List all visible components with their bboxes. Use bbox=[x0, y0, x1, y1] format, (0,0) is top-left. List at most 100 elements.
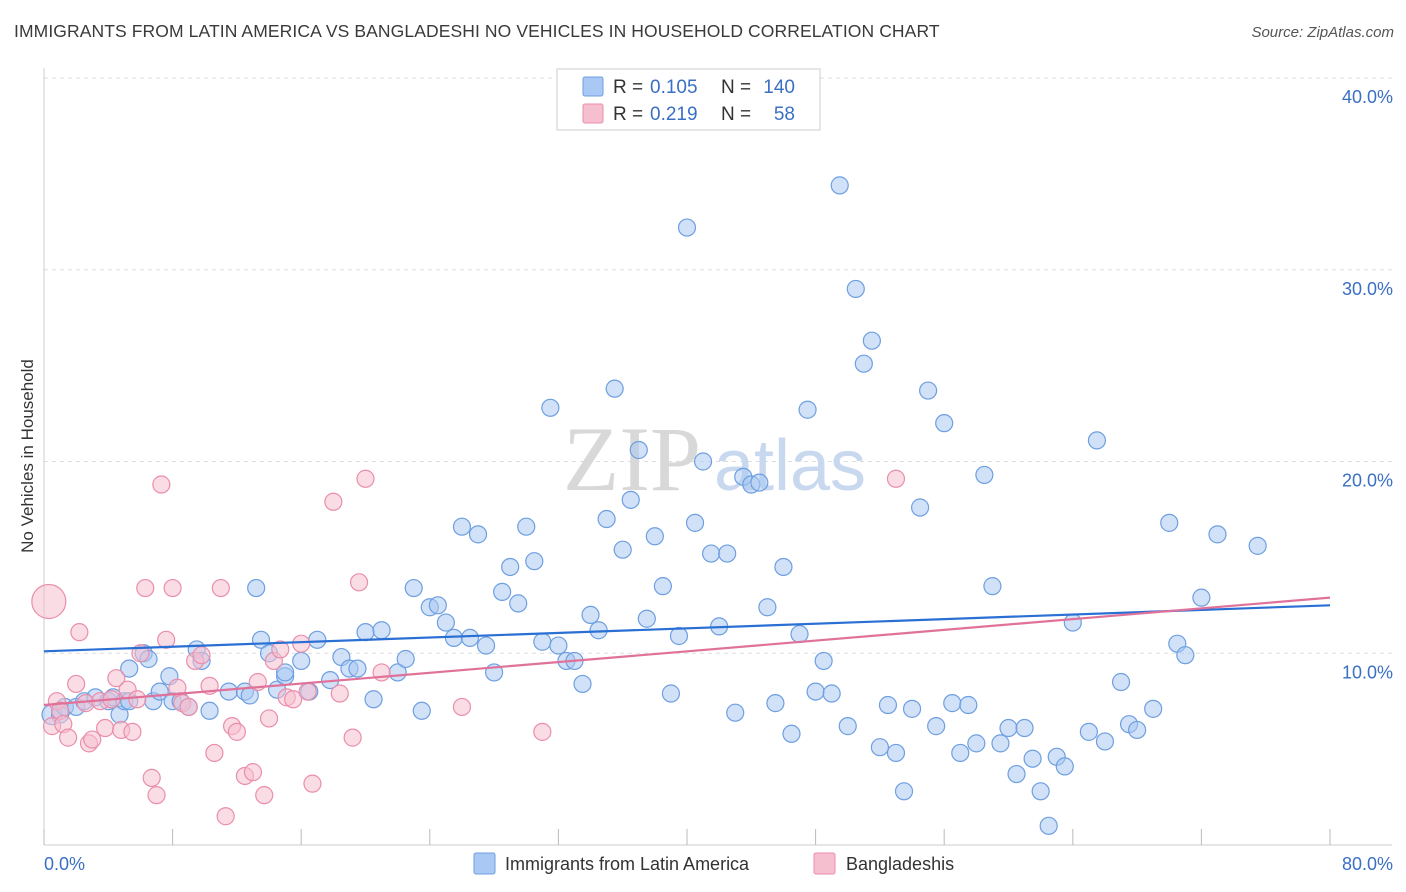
scatter-point bbox=[685, 513, 705, 532]
x-tick-label: 80.0% bbox=[1342, 854, 1393, 874]
scatter-point bbox=[581, 605, 600, 625]
scatter-point bbox=[460, 628, 480, 648]
scatter-point bbox=[854, 354, 873, 373]
scatter-point bbox=[1063, 613, 1082, 632]
series-latin-america-points bbox=[41, 176, 1267, 835]
scatter-point bbox=[573, 674, 592, 694]
y-tick-label: 30.0% bbox=[1342, 279, 1393, 299]
scatter-point bbox=[702, 544, 721, 563]
scatter-point bbox=[349, 573, 369, 592]
x-tick-label: 0.0% bbox=[44, 854, 85, 874]
scatter-point bbox=[292, 651, 311, 671]
series-legend-swatch-blue bbox=[473, 852, 496, 875]
scatter-point bbox=[179, 697, 198, 717]
legend-r-label: R = bbox=[613, 77, 643, 98]
scatter-point bbox=[726, 703, 745, 722]
watermark-atlas: atlas bbox=[714, 426, 866, 506]
scatter-point bbox=[774, 557, 793, 577]
legend-n-value: 140 bbox=[763, 77, 795, 98]
scatter-point bbox=[205, 743, 224, 763]
y-tick-label: 10.0% bbox=[1342, 662, 1393, 682]
scatter-point bbox=[951, 743, 970, 763]
trend-line-latin-america bbox=[43, 604, 1331, 653]
legend-n-label: N = bbox=[721, 104, 751, 125]
scatter-point bbox=[806, 682, 825, 701]
scatter-point bbox=[136, 578, 155, 598]
scatter-point bbox=[31, 583, 67, 620]
scatter-point bbox=[621, 490, 640, 509]
scatter-point bbox=[814, 651, 833, 671]
scatter-point bbox=[886, 469, 906, 488]
scatter-point bbox=[59, 728, 78, 747]
y-tick-label: 20.0% bbox=[1342, 471, 1393, 491]
scatter-point bbox=[693, 452, 713, 471]
scatter-point bbox=[967, 734, 986, 753]
scatter-point bbox=[227, 722, 246, 741]
series-legend-label: Immigrants from Latin America bbox=[505, 854, 750, 874]
scatter-point bbox=[838, 717, 857, 736]
scatter-point bbox=[476, 636, 496, 655]
scatter-point bbox=[629, 440, 648, 460]
x-tick-labels: 0.0% 80.0% bbox=[44, 854, 1393, 874]
scatter-point bbox=[219, 682, 238, 701]
scatter-point bbox=[271, 640, 290, 659]
scatter-point bbox=[1144, 699, 1163, 718]
scatter-point bbox=[533, 722, 552, 741]
scatter-point bbox=[975, 465, 994, 485]
scatter-point bbox=[292, 634, 311, 653]
scatter-point bbox=[597, 509, 616, 529]
scatter-point bbox=[1087, 431, 1107, 450]
scatter-point bbox=[372, 621, 391, 640]
scatter-point bbox=[822, 684, 841, 703]
scatter-point bbox=[259, 709, 279, 728]
scatter-point bbox=[501, 557, 520, 577]
scatter-point bbox=[1192, 588, 1211, 607]
watermark: ZIP atlas bbox=[563, 408, 866, 510]
scatter-point bbox=[1176, 646, 1195, 665]
scatter-point bbox=[1248, 536, 1267, 555]
trend-line-bangladeshi bbox=[43, 596, 1331, 707]
scatter-point bbox=[541, 398, 560, 417]
scatter-point bbox=[1015, 718, 1034, 738]
scatter-point bbox=[886, 743, 906, 763]
legend-r-value: 0.105 bbox=[650, 77, 698, 98]
scatter-point bbox=[637, 609, 656, 628]
scatter-point bbox=[919, 381, 938, 400]
scatter-point bbox=[1127, 720, 1147, 740]
scatter-point bbox=[862, 331, 881, 350]
scatter-point bbox=[605, 379, 624, 398]
scatter-point bbox=[255, 786, 274, 805]
scatter-point bbox=[452, 697, 472, 717]
scatter-point bbox=[1039, 816, 1058, 835]
scatter-point bbox=[870, 738, 890, 757]
scatter-point bbox=[276, 663, 295, 682]
scatter-point bbox=[364, 690, 383, 709]
scatter-point bbox=[157, 630, 176, 649]
scatter-point bbox=[452, 517, 472, 536]
legend-n-label: N = bbox=[721, 77, 751, 98]
scatter-point bbox=[782, 724, 801, 743]
scatter-point bbox=[1111, 672, 1131, 692]
scatter-point bbox=[107, 669, 126, 688]
scatter-point bbox=[613, 540, 632, 559]
scatter-point bbox=[645, 527, 664, 546]
y-tick-labels: 10.0% 20.0% 30.0% 40.0% bbox=[1342, 87, 1393, 682]
scatter-point bbox=[798, 400, 817, 419]
scatter-point bbox=[935, 414, 954, 433]
scatter-point bbox=[436, 613, 455, 632]
scatter-point bbox=[120, 659, 139, 678]
scatter-point bbox=[943, 694, 962, 713]
scatter-point bbox=[653, 577, 672, 596]
scatter-point bbox=[1079, 722, 1098, 741]
scatter-point bbox=[142, 768, 161, 787]
scatter-point bbox=[308, 630, 327, 649]
scatter-point bbox=[1208, 525, 1227, 544]
series-legend-swatch-pink bbox=[813, 852, 836, 875]
scatter-point bbox=[750, 473, 769, 492]
scatter-point bbox=[284, 690, 303, 709]
scatter-point bbox=[192, 646, 211, 665]
scatter-point bbox=[1031, 782, 1050, 801]
source-credit: Source: ZipAtlas.com bbox=[1251, 24, 1394, 41]
scatter-point bbox=[758, 598, 777, 617]
scatter-point bbox=[677, 218, 697, 237]
